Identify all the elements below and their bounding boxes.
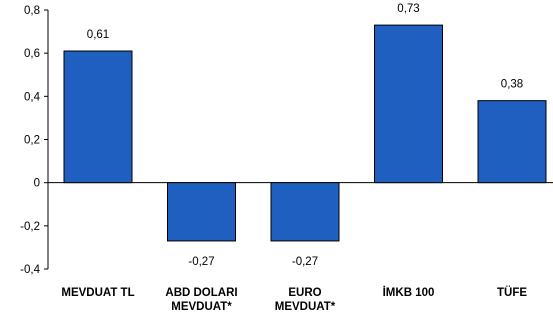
category-label: ABD DOLARI MEVDUAT*: [165, 287, 237, 313]
category-label: MEVDUAT TL: [61, 287, 134, 299]
bar: [167, 182, 236, 242]
data-label: -0,27: [188, 256, 214, 268]
bar: [477, 100, 547, 184]
bar: [374, 24, 443, 184]
y-tick-label: 0,4: [24, 91, 41, 103]
category-label: EURO MEVDUAT*: [275, 287, 336, 313]
y-tick-label: 0,6: [24, 48, 40, 60]
y-tick-label: 0: [34, 178, 40, 190]
bar: [63, 50, 133, 184]
category-label: İMKB 100: [383, 286, 435, 299]
data-label: 0,73: [397, 3, 419, 15]
category-label: TÜFE: [497, 286, 527, 299]
data-labels: 0,61 -0,27 -0,27 0,73 0,38: [87, 3, 523, 268]
y-tick-label: -0,2: [20, 221, 40, 233]
y-tick-label: -0,4: [20, 264, 40, 276]
bar: [270, 182, 340, 242]
y-tick-label: 0,2: [24, 135, 40, 147]
data-label: 0,61: [87, 29, 109, 41]
bars: [63, 24, 547, 242]
category-labels: MEVDUAT TL ABD DOLARI MEVDUAT* EURO MEVDUAT*…: [61, 286, 527, 313]
y-tick-label: 0,8: [24, 5, 40, 17]
data-label: -0,27: [292, 256, 318, 268]
data-label: 0,38: [501, 79, 523, 91]
